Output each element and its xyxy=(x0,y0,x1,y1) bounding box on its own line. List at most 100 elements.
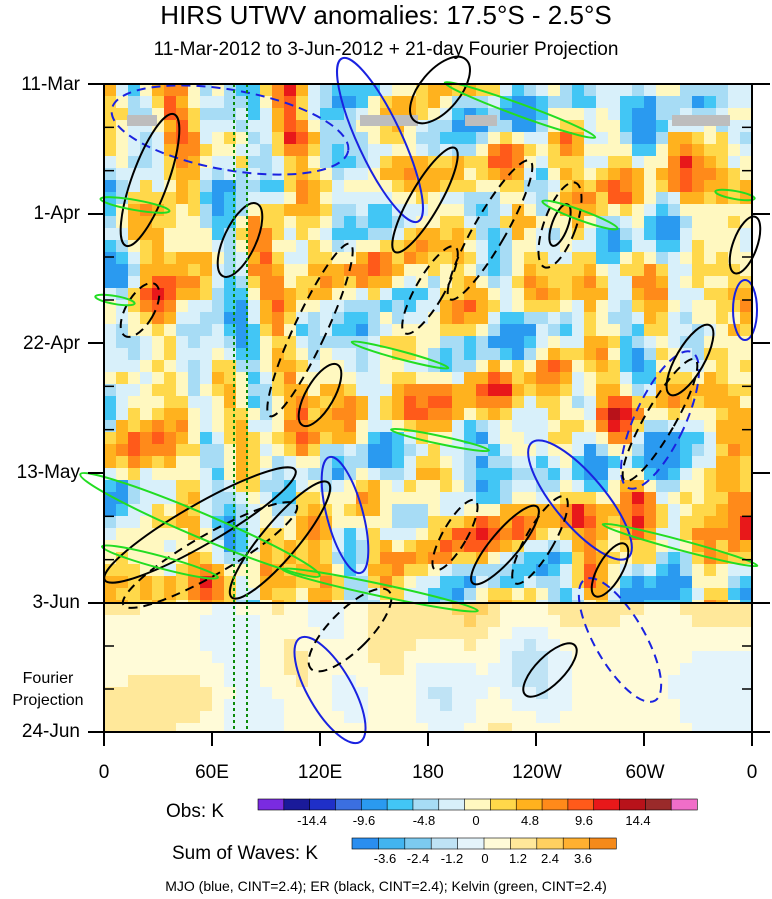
obs-cell xyxy=(608,480,621,493)
kelvin-contour xyxy=(99,196,171,214)
obs-cell xyxy=(296,444,309,457)
waves-cell xyxy=(668,603,681,616)
waves-cell xyxy=(512,639,525,652)
obs-cell xyxy=(644,192,657,205)
obs-cell xyxy=(728,96,741,109)
er-contour xyxy=(590,542,630,598)
obs-cell xyxy=(500,432,513,445)
obs-cell xyxy=(704,420,717,433)
obs-cell xyxy=(116,132,129,145)
obs-cell xyxy=(164,132,177,145)
obs-cell xyxy=(320,264,333,277)
obs-cell xyxy=(704,300,717,313)
obs-cell xyxy=(512,420,525,433)
obs-cell xyxy=(572,552,585,565)
obs-cell xyxy=(164,432,177,445)
obs-cell xyxy=(380,372,393,385)
obs-cell xyxy=(248,336,261,349)
obs-cell xyxy=(416,96,429,109)
waves-cell xyxy=(116,651,129,664)
waves-cell xyxy=(236,615,249,628)
obs-cell xyxy=(464,396,477,409)
obs-cell xyxy=(188,180,201,193)
obs-cell xyxy=(680,504,693,517)
obs-cell xyxy=(620,408,633,421)
obs-cell xyxy=(620,216,633,229)
obs-cell xyxy=(632,300,645,313)
obs-cell xyxy=(284,600,297,603)
obs-cell xyxy=(284,432,297,445)
obs-cell xyxy=(440,312,453,325)
obs-cell xyxy=(464,480,477,493)
obs-cell xyxy=(188,420,201,433)
obs-cell xyxy=(284,180,297,193)
waves-cell xyxy=(368,723,381,732)
obs-cell xyxy=(476,240,489,253)
waves-cell xyxy=(452,699,465,712)
obs-cell xyxy=(116,588,129,601)
obs-cell xyxy=(692,204,705,217)
obs-cell xyxy=(104,564,117,577)
obs-cell xyxy=(152,444,165,457)
obs-cell xyxy=(584,180,597,193)
obs-cell xyxy=(692,96,705,109)
obs-cell xyxy=(152,396,165,409)
obs-cell xyxy=(164,144,177,157)
obs-cell xyxy=(548,576,561,589)
obs-cell xyxy=(188,456,201,469)
obs-cell xyxy=(392,288,405,301)
waves-cell xyxy=(716,651,729,664)
obs-cell xyxy=(224,360,237,373)
obs-cell xyxy=(188,408,201,421)
obs-cell xyxy=(104,360,117,373)
obs-cell xyxy=(416,108,429,121)
waves-cell xyxy=(260,711,273,724)
obs-cell xyxy=(308,84,321,97)
obs-cell xyxy=(476,372,489,385)
obs-cell xyxy=(140,432,153,445)
obs-cell xyxy=(104,480,117,493)
obs-cell xyxy=(380,144,393,157)
obs-cell xyxy=(320,156,333,169)
obs-cell xyxy=(140,252,153,265)
waves-cell xyxy=(212,627,225,640)
obs-cell xyxy=(440,408,453,421)
obs-cell xyxy=(632,84,645,97)
obs-cell xyxy=(656,240,669,253)
obs-cell xyxy=(116,420,129,433)
obs-cell xyxy=(104,396,117,409)
obs-cell xyxy=(656,432,669,445)
obs-cell xyxy=(740,144,753,157)
obs-cell xyxy=(524,228,537,241)
obs-cell xyxy=(584,396,597,409)
waves-colorbar-tick: -1.2 xyxy=(440,851,464,866)
waves-cell xyxy=(584,699,597,712)
waves-cell xyxy=(620,687,633,700)
obs-cell xyxy=(488,468,501,481)
waves-cell xyxy=(296,723,309,732)
obs-cell xyxy=(632,408,645,421)
obs-cell xyxy=(452,156,465,169)
waves-cell xyxy=(380,651,393,664)
obs-cell xyxy=(416,420,429,433)
obs-cell xyxy=(560,144,573,157)
obs-cell xyxy=(608,120,621,133)
obs-cell xyxy=(140,492,153,505)
obs-cell xyxy=(524,372,537,385)
obs-cell xyxy=(272,312,285,325)
waves-cell xyxy=(692,699,705,712)
obs-cell xyxy=(140,96,153,109)
waves-cell xyxy=(248,639,261,652)
obs-cell xyxy=(584,96,597,109)
er-contour xyxy=(446,159,534,301)
obs-cell xyxy=(524,588,537,601)
obs-cell xyxy=(296,360,309,373)
obs-cell xyxy=(176,420,189,433)
obs-cell xyxy=(176,204,189,217)
obs-cell xyxy=(656,84,669,97)
obs-cell xyxy=(704,600,717,603)
obs-cell xyxy=(116,408,129,421)
obs-cell xyxy=(680,480,693,493)
obs-cell xyxy=(344,600,357,603)
obs-cell xyxy=(284,192,297,205)
